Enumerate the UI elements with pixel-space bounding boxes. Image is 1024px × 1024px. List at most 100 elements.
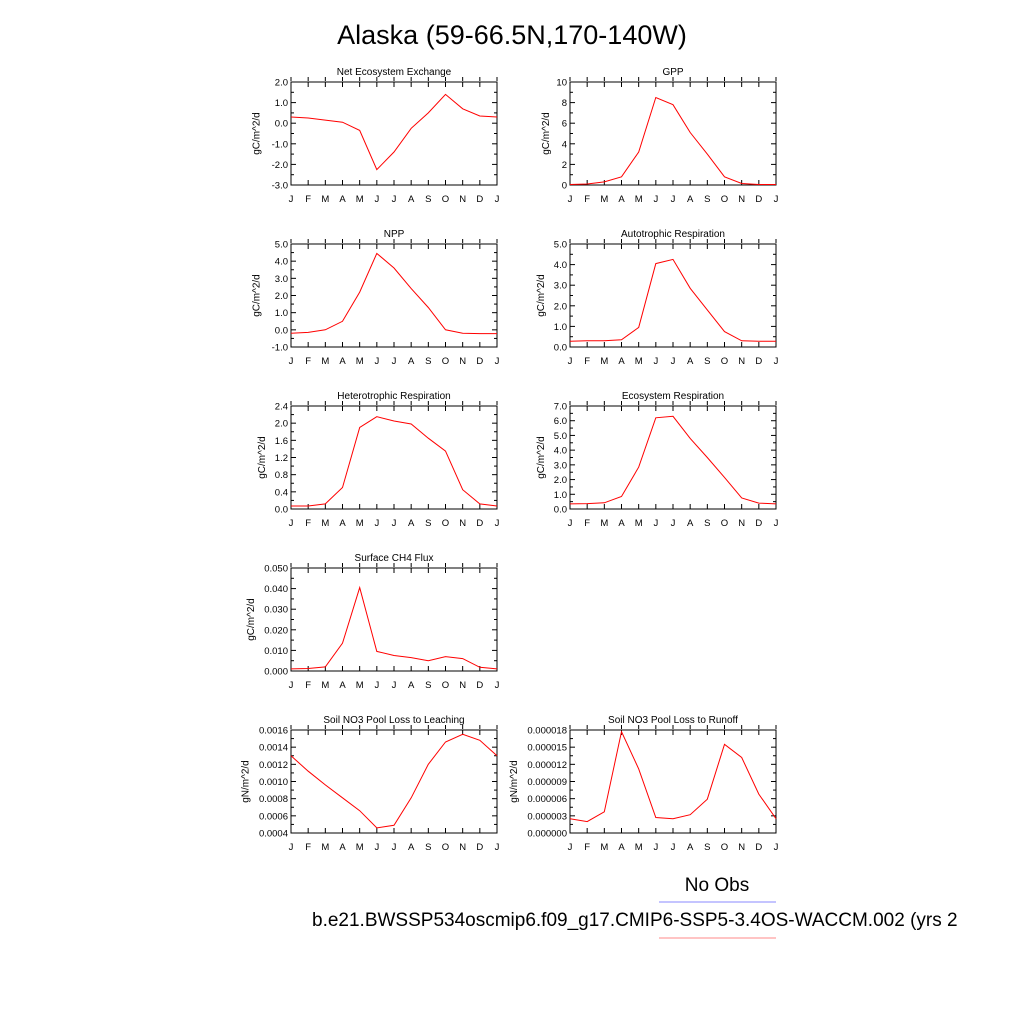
x-tick-label: A (618, 842, 625, 853)
x-tick-label: D (476, 356, 483, 367)
x-tick-label: M (356, 680, 364, 691)
y-tick-label: 0.0016 (259, 726, 288, 737)
x-tick-label: M (321, 842, 329, 853)
x-tick-label: M (600, 356, 608, 367)
x-tick-label: A (408, 842, 415, 853)
x-tick-label: D (476, 680, 483, 691)
x-tick-label: F (305, 356, 311, 367)
series-line (290, 252, 497, 335)
x-tick-label: J (392, 842, 397, 853)
y-tick-label: 0 (562, 181, 567, 192)
legend-obs-label: No Obs (685, 875, 749, 896)
x-tick-label: J (392, 356, 397, 367)
y-axis-label: gC/m^2/d (251, 274, 262, 317)
y-axis-label: gN/m^2/d (509, 760, 520, 803)
y-tick-label: 5.0 (554, 431, 567, 442)
panel-title: Autotrophic Respiration (621, 229, 725, 240)
x-tick-label: O (721, 194, 728, 205)
x-tick-label: F (305, 680, 311, 691)
y-tick-label: 4.0 (554, 446, 567, 457)
y-tick-label: 2.0 (275, 291, 288, 302)
panel-title: Surface CH4 Flux (355, 553, 434, 564)
x-tick-label: A (339, 842, 346, 853)
x-tick-label: M (356, 518, 364, 529)
x-tick-label: D (476, 194, 483, 205)
x-tick-label: S (425, 194, 431, 205)
x-tick-label: J (774, 518, 779, 529)
series-line (291, 416, 498, 507)
y-axis-label: gC/m^2/d (251, 112, 262, 155)
y-tick-label: 0.000006 (527, 794, 567, 805)
x-tick-label: D (476, 518, 483, 529)
x-tick-label: J (374, 842, 379, 853)
y-tick-label: 0.030 (264, 605, 288, 616)
y-tick-label: 2.4 (275, 402, 288, 413)
x-tick-label: O (442, 842, 449, 853)
series-line (569, 96, 776, 185)
x-tick-label: N (738, 356, 745, 367)
x-tick-label: J (653, 194, 658, 205)
x-tick-label: J (392, 680, 397, 691)
x-tick-label: J (671, 842, 676, 853)
series-line (290, 585, 498, 670)
y-tick-label: -2.0 (272, 160, 288, 171)
x-tick-label: J (568, 518, 573, 529)
y-tick-label: 0.000009 (527, 777, 567, 788)
panel-soil-no3-pool-loss-to-runoff: Soil NO3 Pool Loss to Runoff 0.000018 0.00… (509, 715, 779, 853)
y-tick-label: -3.0 (272, 181, 288, 192)
x-tick-label: S (704, 518, 710, 529)
x-tick-label: J (289, 842, 294, 853)
x-tick-label: S (425, 680, 431, 691)
y-tick-label: 1.2 (275, 453, 288, 464)
x-tick-label: J (289, 356, 294, 367)
x-tick-label: N (738, 194, 745, 205)
x-tick-label: F (305, 518, 311, 529)
y-tick-label: 10 (556, 78, 567, 89)
x-tick-label: M (635, 194, 643, 205)
x-tick-label: M (321, 194, 329, 205)
x-tick-label: N (738, 842, 745, 853)
panel-autotrophic-respiration: Autotrophic Respiration 5.0 4.0 3.0 2.0 1.0 0.… (536, 229, 779, 367)
x-tick-label: D (476, 842, 483, 853)
y-tick-label: 1.0 (275, 98, 288, 109)
panel-title: Heterotrophic Respiration (337, 391, 450, 402)
y-axis-label: gC/m^2/d (536, 274, 547, 317)
y-tick-label: 1.0 (554, 322, 567, 333)
y-tick-label: 0.0014 (259, 743, 288, 754)
y-tick-label: -1.0 (272, 343, 288, 354)
x-tick-label: J (653, 842, 658, 853)
y-tick-label: 1.0 (275, 308, 288, 319)
x-tick-label: S (425, 842, 431, 853)
panel-title: GPP (662, 67, 683, 78)
x-tick-label: O (721, 842, 728, 853)
panel-ecosystem-respiration: Ecosystem Respiration 7.0 6.0 5.0 4.0 3.0 2.0 1… (536, 391, 779, 529)
x-tick-label: M (600, 518, 608, 529)
x-tick-label: J (671, 518, 676, 529)
series-line (290, 93, 498, 171)
x-tick-label: F (584, 518, 590, 529)
x-tick-label: M (321, 680, 329, 691)
x-tick-label: J (289, 680, 294, 691)
x-tick-label: J (392, 194, 397, 205)
y-tick-label: 0.000015 (527, 743, 567, 754)
y-tick-label: 3.0 (554, 460, 567, 471)
x-tick-label: A (339, 680, 346, 691)
x-tick-label: A (687, 194, 694, 205)
x-tick-label: N (459, 518, 466, 529)
x-tick-label: N (459, 194, 466, 205)
y-tick-label: 6 (562, 119, 567, 130)
x-tick-label: J (495, 842, 500, 853)
panel-title: NPP (384, 229, 405, 240)
x-tick-label: S (704, 842, 710, 853)
series-line (290, 733, 498, 829)
panel-title: Ecosystem Respiration (622, 391, 724, 402)
panel-surface-ch4-flux: Surface CH4 Flux 0.050 0.040 0.030 0.020 0.01… (246, 553, 500, 691)
y-tick-label: 0.0 (554, 505, 567, 516)
x-tick-label: J (653, 356, 658, 367)
y-tick-label: 0.0 (554, 343, 567, 354)
x-tick-label: A (339, 518, 346, 529)
x-tick-label: F (584, 356, 590, 367)
legend: No Obs b.e21.BWSSP534oscmip6.f09_g17.CMI… (312, 875, 958, 939)
x-tick-label: O (721, 518, 728, 529)
